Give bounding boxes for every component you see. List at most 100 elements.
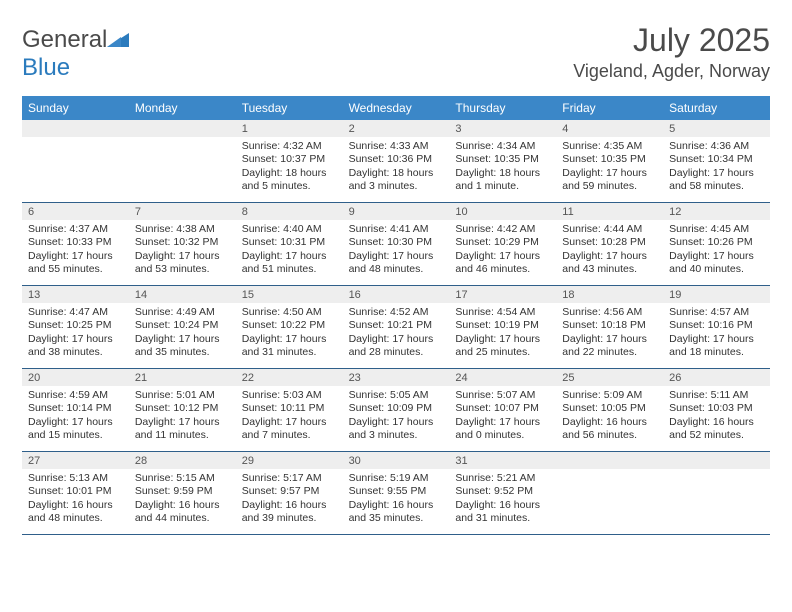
day-number: 1	[236, 120, 343, 137]
daylight-text: Daylight: 17 hours and 43 minutes.	[562, 250, 657, 277]
sunset-text: Sunset: 10:12 PM	[135, 402, 230, 415]
sunrise-text: Sunrise: 4:44 AM	[562, 223, 657, 236]
calendar-cell: 3Sunrise: 4:34 AMSunset: 10:35 PMDayligh…	[449, 120, 556, 202]
sunrise-text: Sunrise: 4:35 AM	[562, 140, 657, 153]
daylight-text: Daylight: 17 hours and 0 minutes.	[455, 416, 550, 443]
sunset-text: Sunset: 10:36 PM	[349, 153, 444, 166]
sunrise-text: Sunrise: 4:47 AM	[28, 306, 123, 319]
day-number: 2	[343, 120, 450, 137]
calendar-cell: 27Sunrise: 5:13 AMSunset: 10:01 PMDaylig…	[22, 452, 129, 534]
sunset-text: Sunset: 10:35 PM	[562, 153, 657, 166]
day-number: 9	[343, 203, 450, 220]
sunset-text: Sunset: 10:34 PM	[669, 153, 764, 166]
cell-body: Sunrise: 4:40 AMSunset: 10:31 PMDaylight…	[236, 220, 343, 279]
calendar-cell: 25Sunrise: 5:09 AMSunset: 10:05 PMDaylig…	[556, 369, 663, 451]
sunrise-text: Sunrise: 4:37 AM	[28, 223, 123, 236]
calendar-cell: 16Sunrise: 4:52 AMSunset: 10:21 PMDaylig…	[343, 286, 450, 368]
sunset-text: Sunset: 10:33 PM	[28, 236, 123, 249]
day-number: 17	[449, 286, 556, 303]
cell-body: Sunrise: 5:13 AMSunset: 10:01 PMDaylight…	[22, 469, 129, 528]
day-header-cell: Wednesday	[343, 96, 450, 120]
sunrise-text: Sunrise: 4:50 AM	[242, 306, 337, 319]
cell-body: Sunrise: 4:59 AMSunset: 10:14 PMDaylight…	[22, 386, 129, 445]
day-number: 20	[22, 369, 129, 386]
cell-body: Sunrise: 4:49 AMSunset: 10:24 PMDaylight…	[129, 303, 236, 362]
cell-body: Sunrise: 4:50 AMSunset: 10:22 PMDaylight…	[236, 303, 343, 362]
sunrise-text: Sunrise: 4:41 AM	[349, 223, 444, 236]
sunset-text: Sunset: 10:14 PM	[28, 402, 123, 415]
daylight-text: Daylight: 18 hours and 5 minutes.	[242, 167, 337, 194]
sunset-text: Sunset: 10:31 PM	[242, 236, 337, 249]
day-number: 24	[449, 369, 556, 386]
calendar-cell: 4Sunrise: 4:35 AMSunset: 10:35 PMDayligh…	[556, 120, 663, 202]
day-number: 5	[663, 120, 770, 137]
sunrise-text: Sunrise: 4:36 AM	[669, 140, 764, 153]
daylight-text: Daylight: 17 hours and 11 minutes.	[135, 416, 230, 443]
day-number: 7	[129, 203, 236, 220]
day-number: 23	[343, 369, 450, 386]
sunrise-text: Sunrise: 4:42 AM	[455, 223, 550, 236]
day-number: 21	[129, 369, 236, 386]
day-number: 26	[663, 369, 770, 386]
daylight-text: Daylight: 16 hours and 35 minutes.	[349, 499, 444, 526]
daylight-text: Daylight: 17 hours and 40 minutes.	[669, 250, 764, 277]
page-header: General Blue July 2025 Vigeland, Agder, …	[22, 22, 770, 82]
calendar-cell: 14Sunrise: 4:49 AMSunset: 10:24 PMDaylig…	[129, 286, 236, 368]
sunrise-text: Sunrise: 4:52 AM	[349, 306, 444, 319]
sunset-text: Sunset: 10:05 PM	[562, 402, 657, 415]
sunset-text: Sunset: 10:16 PM	[669, 319, 764, 332]
calendar-cell: 20Sunrise: 4:59 AMSunset: 10:14 PMDaylig…	[22, 369, 129, 451]
sunset-text: Sunset: 10:32 PM	[135, 236, 230, 249]
day-number: 8	[236, 203, 343, 220]
day-number: 4	[556, 120, 663, 137]
day-header-cell: Monday	[129, 96, 236, 120]
calendar-cell: 13Sunrise: 4:47 AMSunset: 10:25 PMDaylig…	[22, 286, 129, 368]
calendar-cell: 18Sunrise: 4:56 AMSunset: 10:18 PMDaylig…	[556, 286, 663, 368]
calendar-cell: 31Sunrise: 5:21 AMSunset: 9:52 PMDayligh…	[449, 452, 556, 534]
daylight-text: Daylight: 16 hours and 31 minutes.	[455, 499, 550, 526]
daylight-text: Daylight: 16 hours and 44 minutes.	[135, 499, 230, 526]
calendar-cell: 8Sunrise: 4:40 AMSunset: 10:31 PMDayligh…	[236, 203, 343, 285]
cell-body: Sunrise: 4:36 AMSunset: 10:34 PMDaylight…	[663, 137, 770, 196]
day-number: 10	[449, 203, 556, 220]
day-number: 3	[449, 120, 556, 137]
calendar-cell: 2Sunrise: 4:33 AMSunset: 10:36 PMDayligh…	[343, 120, 450, 202]
calendar-week: 27Sunrise: 5:13 AMSunset: 10:01 PMDaylig…	[22, 452, 770, 535]
sunset-text: Sunset: 10:11 PM	[242, 402, 337, 415]
daylight-text: Daylight: 16 hours and 39 minutes.	[242, 499, 337, 526]
sunrise-text: Sunrise: 5:15 AM	[135, 472, 230, 485]
sunset-text: Sunset: 10:18 PM	[562, 319, 657, 332]
cell-body: Sunrise: 4:32 AMSunset: 10:37 PMDaylight…	[236, 137, 343, 196]
daylight-text: Daylight: 17 hours and 48 minutes.	[349, 250, 444, 277]
day-number: 27	[22, 452, 129, 469]
cell-body: Sunrise: 4:34 AMSunset: 10:35 PMDaylight…	[449, 137, 556, 196]
cell-body: Sunrise: 5:21 AMSunset: 9:52 PMDaylight:…	[449, 469, 556, 528]
day-number: 12	[663, 203, 770, 220]
sunrise-text: Sunrise: 4:34 AM	[455, 140, 550, 153]
daylight-text: Daylight: 17 hours and 7 minutes.	[242, 416, 337, 443]
daylight-text: Daylight: 17 hours and 22 minutes.	[562, 333, 657, 360]
daylight-text: Daylight: 18 hours and 1 minute.	[455, 167, 550, 194]
cell-body: Sunrise: 5:03 AMSunset: 10:11 PMDaylight…	[236, 386, 343, 445]
sunrise-text: Sunrise: 4:59 AM	[28, 389, 123, 402]
sunrise-text: Sunrise: 4:45 AM	[669, 223, 764, 236]
daylight-text: Daylight: 17 hours and 28 minutes.	[349, 333, 444, 360]
sunset-text: Sunset: 10:22 PM	[242, 319, 337, 332]
daylight-text: Daylight: 17 hours and 35 minutes.	[135, 333, 230, 360]
calendar-day-header: SundayMondayTuesdayWednesdayThursdayFrid…	[22, 96, 770, 120]
day-number: 22	[236, 369, 343, 386]
month-title: July 2025	[573, 22, 770, 59]
sunset-text: Sunset: 10:25 PM	[28, 319, 123, 332]
calendar-cell	[129, 120, 236, 202]
cell-body: Sunrise: 5:11 AMSunset: 10:03 PMDaylight…	[663, 386, 770, 445]
daylight-text: Daylight: 17 hours and 3 minutes.	[349, 416, 444, 443]
day-number	[129, 120, 236, 137]
day-number	[663, 452, 770, 469]
calendar-cell: 17Sunrise: 4:54 AMSunset: 10:19 PMDaylig…	[449, 286, 556, 368]
calendar-cell	[663, 452, 770, 534]
sunset-text: Sunset: 10:07 PM	[455, 402, 550, 415]
calendar-cell: 21 Sunrise: 5:01 AMSunset: 10:12 PMDaylig…	[129, 369, 236, 451]
sunrise-text: Sunrise: 5:19 AM	[349, 472, 444, 485]
sunrise-text: Sunrise: 5:01 AM	[135, 389, 230, 402]
logo-triangle-icon	[107, 29, 129, 47]
